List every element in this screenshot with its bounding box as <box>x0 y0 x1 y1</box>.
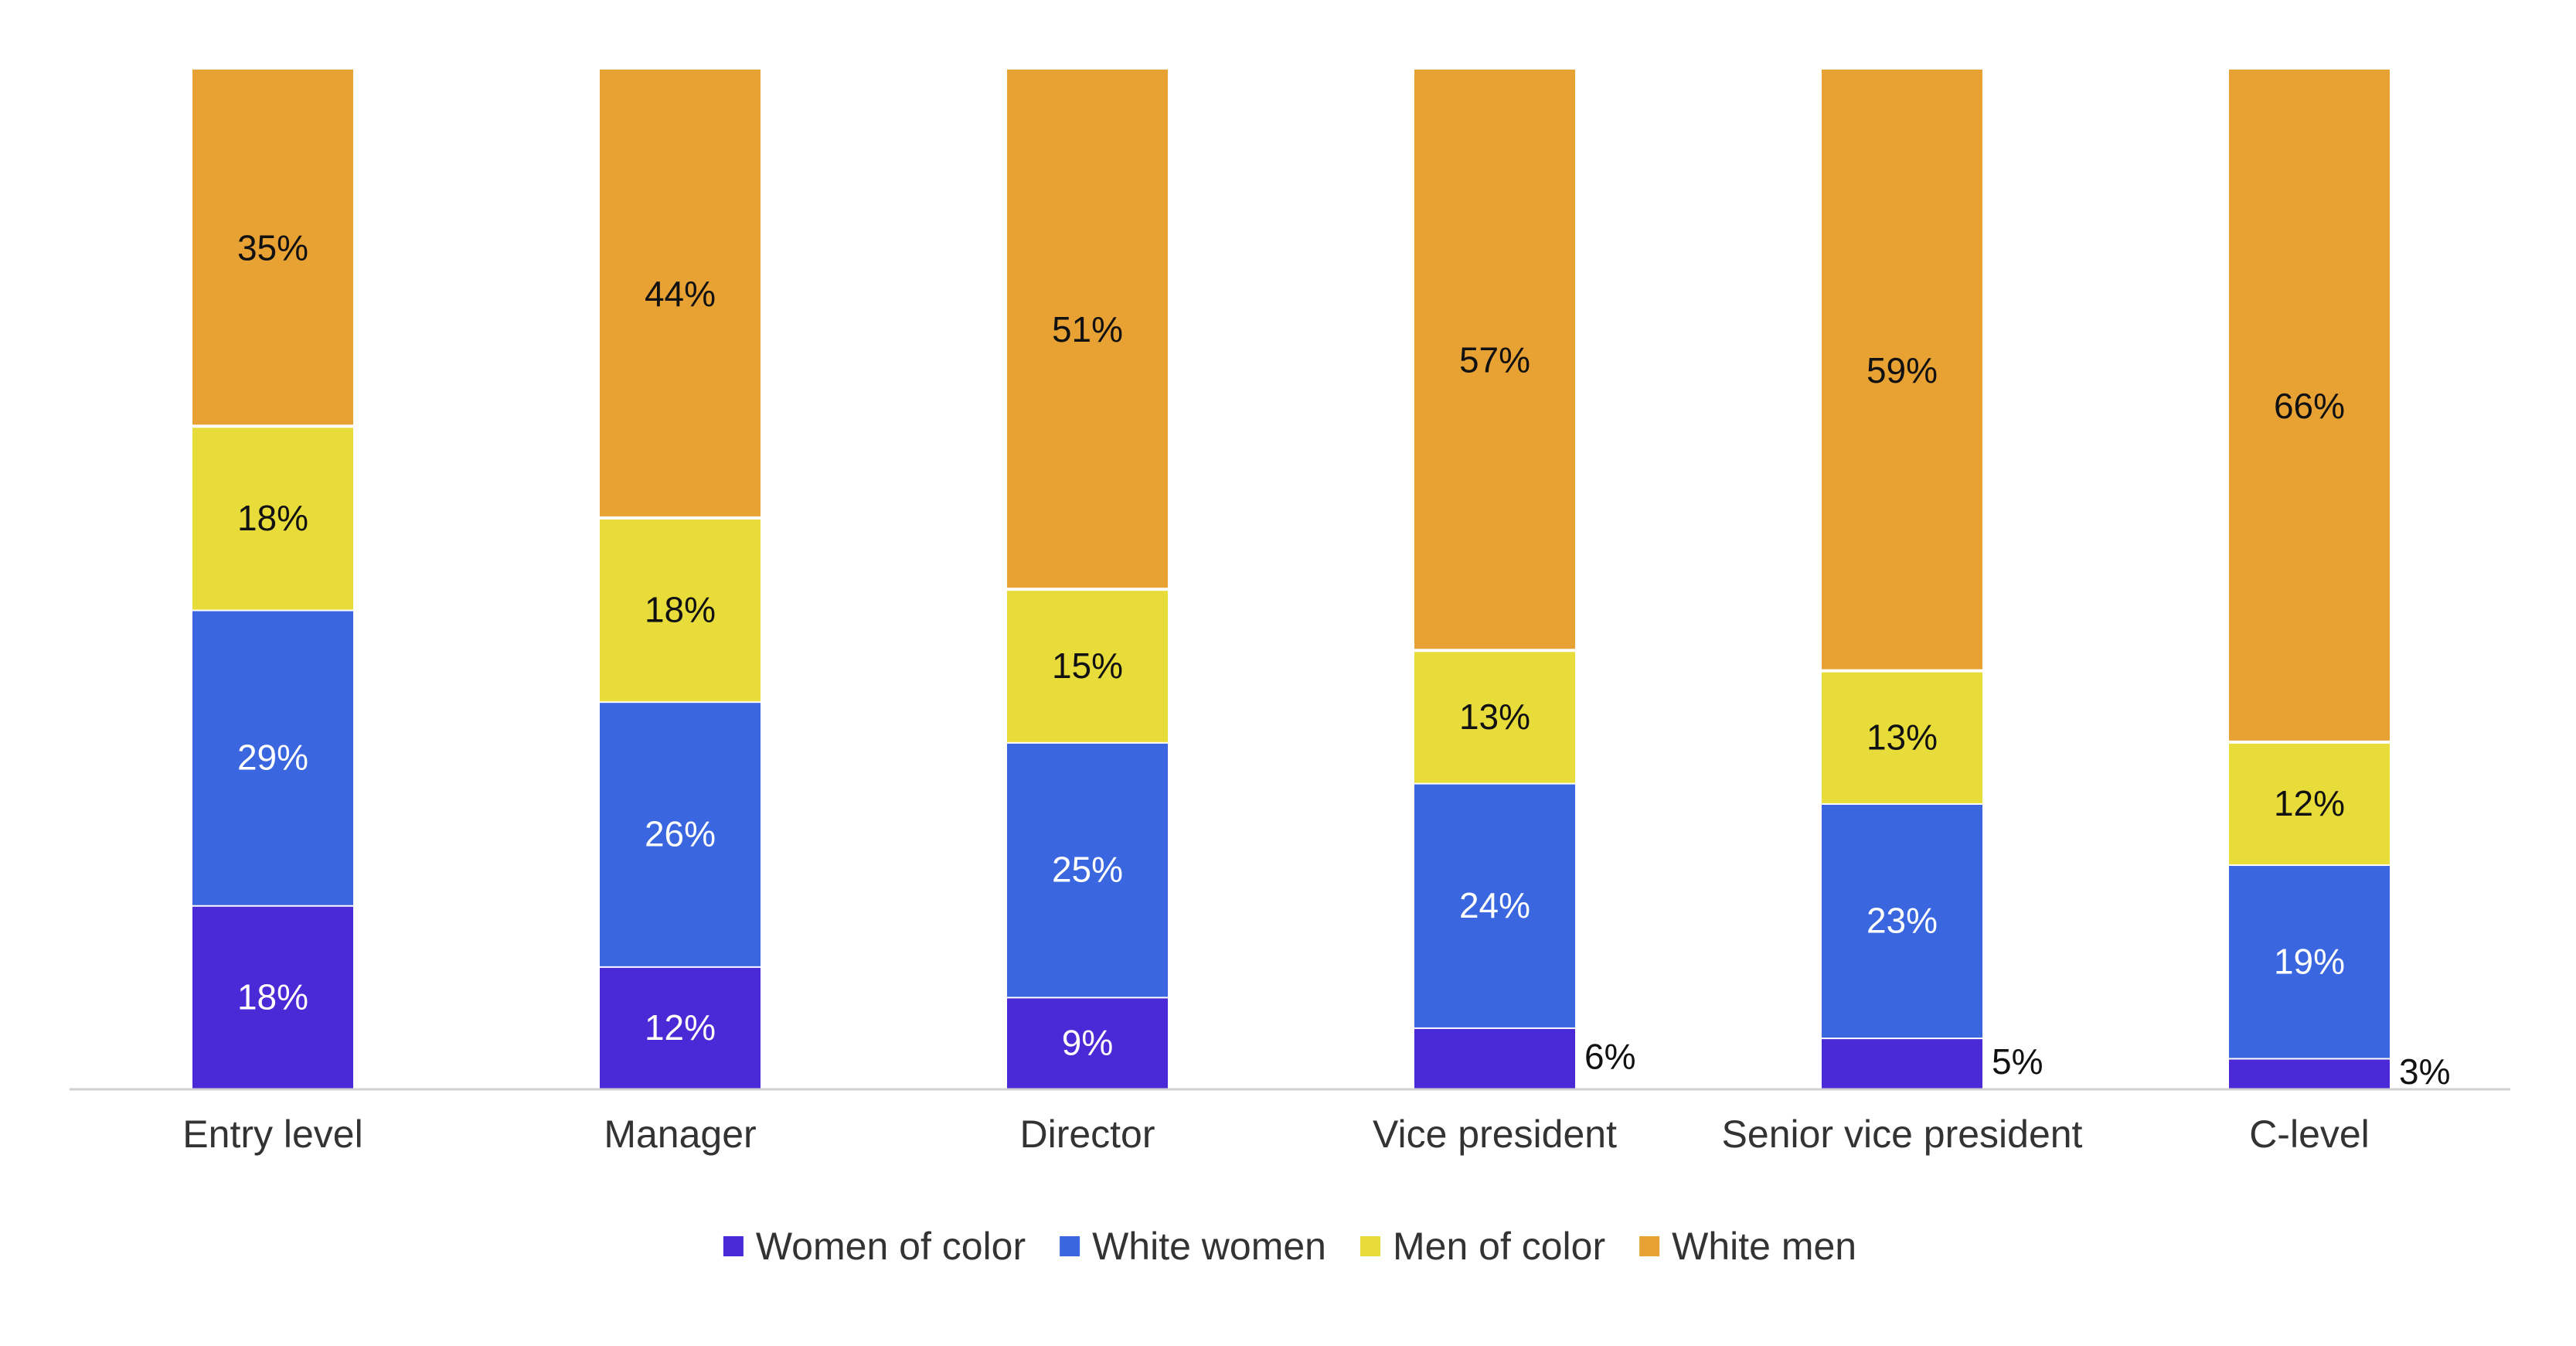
bar-segment-white-men-manager <box>600 70 761 516</box>
category-label-manager: Manager <box>604 1113 756 1156</box>
bar-segment-white-women-director <box>1007 743 1168 997</box>
bar-segment-white-women-senior-vice-president <box>1822 804 1982 1038</box>
bar-segment-white-women-manager <box>600 703 761 966</box>
data-label-white-women-c-level: 19% <box>2274 941 2345 981</box>
legend-label-women-of-color: Women of color <box>756 1225 1026 1268</box>
category-label-entry-level: Entry level <box>182 1113 362 1156</box>
data-label-men-of-color-director: 15% <box>1052 646 1123 686</box>
data-label-white-men-director: 51% <box>1052 309 1123 349</box>
bar-segment-white-men-senior-vice-president <box>1822 70 1982 670</box>
bar-segment-men-of-color-vice-president <box>1414 652 1575 783</box>
legend-label-men-of-color: Men of color <box>1393 1225 1605 1268</box>
legend: Women of color White women Men of color Whi… <box>723 1225 1856 1268</box>
category-label-director: Director <box>1019 1113 1155 1156</box>
bar-segment-women-of-color-entry-level <box>192 906 353 1090</box>
segment-labels-group: 18% 29% 18% 35% 12% 26% 18% 44% 9% 25% 15% 51% 6% 24%… <box>237 228 2451 1092</box>
data-label-white-men-c-level: 66% <box>2274 386 2345 426</box>
data-label-white-men-manager: 44% <box>645 274 716 314</box>
bar-segment-white-women-c-level <box>2229 866 2390 1058</box>
bar-segment-white-men-entry-level <box>192 70 353 425</box>
legend-swatch-white-women <box>1060 1236 1080 1256</box>
data-label-white-women-director: 25% <box>1052 850 1123 890</box>
bar-segment-white-men-director <box>1007 70 1168 588</box>
data-label-white-women-senior-vice-president: 23% <box>1866 901 1938 941</box>
data-label-men-of-color-senior-vice-president: 13% <box>1866 717 1938 757</box>
legend-swatch-women-of-color <box>723 1236 744 1256</box>
data-label-women-of-color-c-level: 3% <box>2399 1051 2450 1092</box>
bar-segment-women-of-color-vice-president <box>1414 1028 1575 1090</box>
legend-swatch-white-men <box>1639 1236 1660 1256</box>
data-label-women-of-color-entry-level: 18% <box>237 976 308 1017</box>
legend-swatch-men-of-color <box>1360 1236 1381 1256</box>
bar-segment-white-women-vice-president <box>1414 784 1575 1027</box>
bar-segment-men-of-color-manager <box>600 519 761 702</box>
bar-segment-white-men-vice-president <box>1414 70 1575 649</box>
data-label-women-of-color-director: 9% <box>1062 1023 1113 1063</box>
bar-segment-women-of-color-manager <box>600 967 761 1090</box>
bar-segment-white-men-c-level <box>2229 70 2390 741</box>
bar-segment-men-of-color-c-level <box>2229 743 2390 865</box>
bars-group <box>192 70 2390 1090</box>
data-label-men-of-color-vice-president: 13% <box>1459 697 1530 737</box>
data-label-men-of-color-c-level: 12% <box>2274 783 2345 823</box>
bar-segment-women-of-color-senior-vice-president <box>1822 1039 1982 1090</box>
bar-segment-women-of-color-c-level <box>2229 1059 2390 1090</box>
category-labels-group: Entry level Manager Director Vice president… <box>182 1113 2370 1156</box>
data-label-white-women-entry-level: 29% <box>237 738 308 778</box>
data-label-women-of-color-manager: 12% <box>645 1007 716 1048</box>
bar-segment-men-of-color-senior-vice-president <box>1822 672 1982 803</box>
data-label-men-of-color-entry-level: 18% <box>237 498 308 538</box>
bar-segment-white-women-entry-level <box>192 611 353 905</box>
data-label-white-men-senior-vice-president: 59% <box>1866 350 1938 390</box>
bar-segment-women-of-color-director <box>1007 998 1168 1090</box>
category-label-vice-president: Vice president <box>1373 1113 1617 1156</box>
bar-segment-men-of-color-entry-level <box>192 428 353 610</box>
legend-label-white-men: White men <box>1672 1225 1856 1268</box>
data-label-women-of-color-senior-vice-president: 5% <box>1992 1041 2043 1082</box>
data-label-white-men-entry-level: 35% <box>237 228 308 268</box>
data-label-white-women-vice-president: 24% <box>1459 885 1530 925</box>
category-label-c-level: C-level <box>2249 1113 2370 1156</box>
legend-label-white-women: White women <box>1092 1225 1326 1268</box>
data-label-white-women-manager: 26% <box>645 814 716 854</box>
data-label-men-of-color-manager: 18% <box>645 590 716 630</box>
bar-segment-men-of-color-director <box>1007 591 1168 742</box>
data-label-women-of-color-vice-president: 6% <box>1584 1036 1635 1076</box>
data-label-white-men-vice-president: 57% <box>1459 340 1530 380</box>
category-label-senior-vice-president: Senior vice president <box>1722 1113 2083 1156</box>
